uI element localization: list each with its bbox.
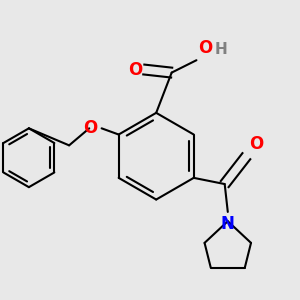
Text: O: O	[83, 119, 97, 137]
Text: O: O	[198, 39, 212, 57]
Text: O: O	[128, 61, 142, 79]
Text: H: H	[214, 42, 227, 57]
Text: N: N	[221, 215, 235, 233]
Text: O: O	[250, 135, 264, 153]
